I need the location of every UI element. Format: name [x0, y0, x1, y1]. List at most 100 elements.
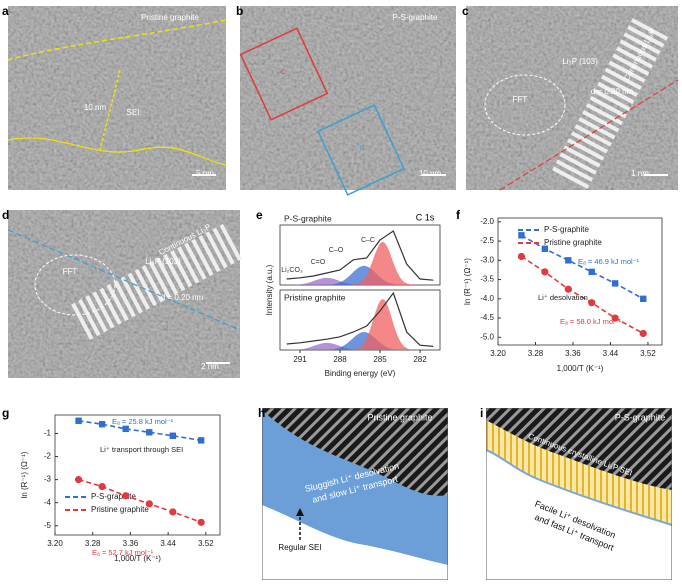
fringe [597, 81, 635, 105]
diagram-h [262, 408, 448, 580]
fringe [589, 95, 627, 119]
fringe [134, 268, 158, 307]
x-axis-label: 1,000/T (K⁻¹) [557, 364, 604, 373]
y-tick-label: -2.5 [480, 236, 494, 245]
diagram-label: Pristine graphite [367, 412, 432, 422]
fringe [177, 246, 200, 284]
fit-line [78, 478, 202, 524]
y-axis-label: ln (R⁻¹) (Ω⁻¹) [20, 451, 29, 498]
annotation: Eₐ = 52.7 kJ mol⁻¹ [92, 548, 154, 557]
marker [169, 432, 177, 439]
fit-component [280, 277, 440, 285]
image-label: d [360, 143, 364, 152]
marker [122, 425, 129, 433]
fringe [162, 253, 186, 292]
x-tick-label: 3.36 [565, 349, 581, 358]
panel-letter: b [236, 4, 243, 18]
fringe [113, 280, 136, 318]
panel-letter: g [2, 406, 9, 420]
region-c [239, 27, 329, 121]
marker [98, 421, 106, 428]
diagram-i [486, 408, 672, 580]
fringe [155, 257, 179, 295]
image-label: SEI [127, 108, 140, 117]
plot-frame [497, 217, 663, 346]
fringe [619, 39, 657, 62]
scale-bar [192, 174, 216, 176]
x-tick-label: 291 [293, 355, 307, 364]
fringe [612, 53, 650, 76]
x-tick-label: 288 [333, 355, 347, 364]
marker [611, 314, 619, 322]
fit-component [280, 265, 440, 285]
fringe [600, 74, 639, 98]
marker [517, 252, 526, 261]
scale-bar [422, 174, 446, 176]
marker [146, 429, 153, 436]
x-tick-label: 3.52 [640, 349, 656, 358]
fringe [615, 46, 654, 69]
marker [640, 295, 647, 303]
y-tick-label: -4.0 [480, 294, 494, 303]
image-label: 1 nm [631, 169, 649, 178]
fit-line [78, 419, 202, 442]
y-tick-label: -3.5 [480, 275, 494, 284]
marker [145, 500, 153, 508]
annotation: Eₐ = 58.0 kJ mol⁻¹ [560, 317, 622, 326]
image-label: Li₃P (103) [145, 257, 181, 266]
image-label: 10 nm [419, 169, 442, 178]
legend-label: Pristine graphite [91, 505, 149, 514]
y-tick-label: -3.0 [480, 255, 494, 264]
series-label: Pristine graphite [284, 292, 346, 302]
fringe [608, 60, 646, 83]
panel-letter: f [456, 208, 461, 222]
fringe [585, 102, 624, 126]
fringe [106, 283, 129, 322]
annotation: Li⁺ desolvation [538, 293, 588, 302]
image-label: FFT [63, 267, 78, 276]
y-tick-label: -5.0 [480, 332, 494, 341]
legend-label: P-S-graphite [91, 492, 136, 501]
image-label: Pristine graphite [141, 13, 199, 22]
annotation: Li⁺ transport through SEI [100, 445, 183, 454]
x-tick-label: 3.44 [603, 349, 619, 358]
x-tick-label: 285 [373, 355, 387, 364]
fringe [141, 265, 165, 303]
marker [541, 268, 549, 276]
image-label: P-S-graphite [393, 13, 438, 22]
fringe [563, 145, 601, 168]
fringe [627, 25, 665, 48]
marker [169, 508, 177, 516]
sei-boundary [7, 137, 227, 166]
series-label: P-S-graphite [284, 213, 332, 223]
fringe [570, 131, 609, 154]
marker [122, 492, 130, 500]
y-axis-label: ln (R⁻¹) (Ω⁻¹) [463, 258, 472, 305]
fringe [148, 261, 172, 299]
legend-label: Pristine graphite [544, 238, 602, 247]
marker [588, 268, 595, 276]
panel-letter: e [256, 208, 263, 222]
boundary [499, 79, 679, 191]
x-tick-label: 3.20 [47, 539, 63, 548]
y-tick-label: -2 [44, 452, 52, 461]
annotation: Eₐ = 25.8 kJ mol⁻¹ [112, 417, 174, 426]
x-tick-label: 3.36 [123, 539, 139, 548]
x-tick-label: 3.44 [160, 539, 176, 548]
fringe [78, 298, 101, 337]
marker [588, 299, 596, 307]
x-tick-label: 282 [413, 355, 427, 364]
image-label: 5 nm [196, 169, 214, 178]
tem-shade [240, 6, 456, 190]
panel-letter: a [2, 4, 9, 18]
panel-letter: h [258, 406, 265, 420]
fringe [71, 302, 94, 340]
region-d [317, 104, 405, 196]
marker [197, 437, 205, 444]
fringe [120, 276, 143, 314]
x-axis-label: 1,000/T (K⁻¹) [114, 554, 161, 563]
lattice-fringes [71, 223, 242, 340]
x-tick-label: 3.52 [198, 539, 214, 548]
image-label: d = 0.20 nm [591, 87, 634, 96]
